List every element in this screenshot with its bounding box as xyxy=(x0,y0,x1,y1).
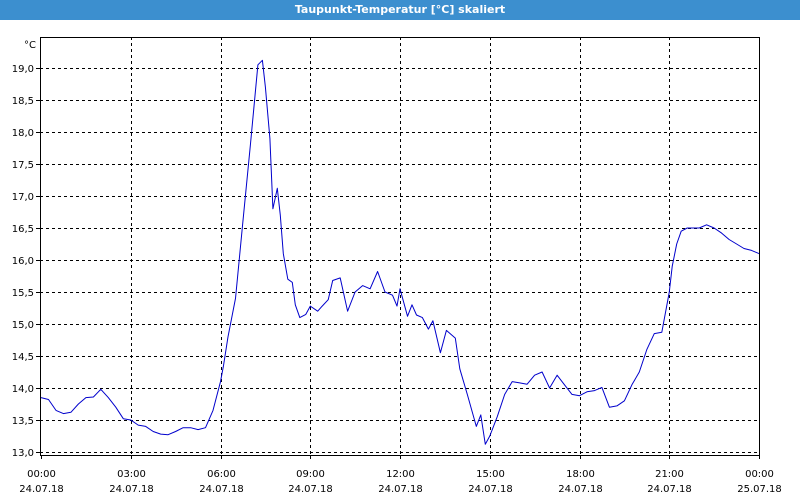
x-tick-time: 03:00 xyxy=(117,469,146,480)
y-tick-label: 13,5 xyxy=(12,416,34,427)
y-tick-label: 13,0 xyxy=(12,448,34,459)
y-tick-label: 16,5 xyxy=(12,224,34,235)
y-tick-label: 17,0 xyxy=(12,192,34,203)
x-tick-time: 06:00 xyxy=(207,469,236,480)
x-axis-ticks: 00:00 24.07.18 03:00 24.07.18 06:00 24.07.18 0… xyxy=(19,455,782,495)
chart-title: Taupunkt-Temperatur [°C] skaliert xyxy=(294,3,506,16)
x-tick-time: 09:00 xyxy=(296,469,325,480)
y-tick-label: 14,0 xyxy=(12,384,34,395)
y-tick-label: 15,0 xyxy=(12,320,34,331)
x-tick-date: 24.07.18 xyxy=(468,484,513,495)
grid-lines xyxy=(40,37,759,455)
x-tick-date: 24.07.18 xyxy=(288,484,333,495)
x-tick-date: 24.07.18 xyxy=(558,484,603,495)
x-tick-date: 24.07.18 xyxy=(19,484,64,495)
y-tick-label: 14,5 xyxy=(12,352,34,363)
y-axis-ticks: 13,0 13,5 14,0 14,5 15,0 15,5 16,0 16,5 17,0 17,5… xyxy=(12,64,40,459)
y-tick-label: 17,5 xyxy=(12,160,34,171)
x-tick-time: 12:00 xyxy=(386,469,415,480)
y-unit-label: °C xyxy=(24,40,36,51)
chart-title-bar: Taupunkt-Temperatur [°C] skaliert xyxy=(0,0,800,20)
y-tick-label: 18,0 xyxy=(12,128,34,139)
x-tick-time: 00:00 xyxy=(745,469,774,480)
y-tick-label: 16,0 xyxy=(12,256,34,267)
x-tick-date: 24.07.18 xyxy=(378,484,423,495)
x-tick-date: 24.07.18 xyxy=(647,484,692,495)
x-tick-date: 24.07.18 xyxy=(199,484,244,495)
y-tick-label: 19,0 xyxy=(12,64,34,75)
x-tick-time: 15:00 xyxy=(476,469,505,480)
x-tick-time: 18:00 xyxy=(566,469,595,480)
x-tick-time: 21:00 xyxy=(655,469,684,480)
x-tick-date: 25.07.18 xyxy=(737,484,782,495)
y-tick-label: 15,5 xyxy=(12,288,34,299)
series-group xyxy=(40,59,760,445)
x-tick-time: 00:00 xyxy=(27,469,56,480)
dewpoint-series-line xyxy=(40,59,760,445)
y-tick-label: 18,5 xyxy=(12,96,34,107)
plot-frame xyxy=(40,37,760,456)
x-tick-date: 24.07.18 xyxy=(109,484,154,495)
